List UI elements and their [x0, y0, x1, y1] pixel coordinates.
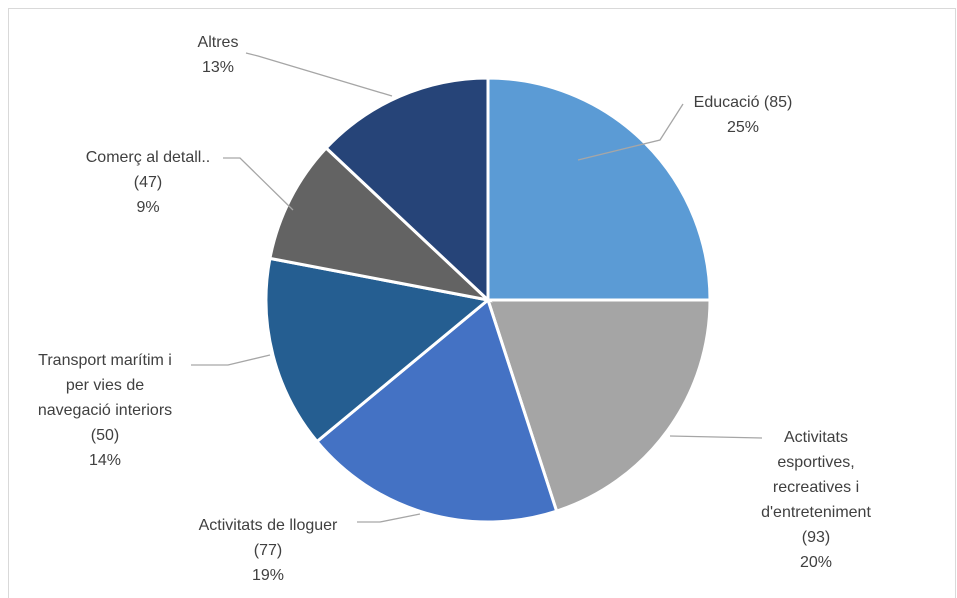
data-label-line: recreatives i: [773, 479, 859, 496]
pie-slice-2: [485, 298, 712, 514]
data-label-line: per vies de: [66, 377, 144, 394]
data-label-line: 14%: [89, 452, 121, 469]
leader-line-1: [577, 103, 684, 161]
data-label-line: navegació interiors: [38, 402, 172, 419]
data-label-4: Transport marítim i per vies de navegació …: [38, 352, 172, 469]
leader-line-3: [357, 513, 421, 523]
data-label-line: Activitats de lloguer: [199, 517, 338, 534]
data-label-line: 19%: [252, 567, 284, 580]
data-label-6: Altres 13%: [198, 34, 239, 76]
data-label-line: 9%: [136, 199, 159, 216]
data-label-5: Comerç al detall.. (47) 9%: [86, 149, 211, 216]
data-label-line: Comerç al detall..: [86, 149, 211, 166]
pie-slice-3: [314, 297, 559, 524]
data-label-line: (77): [254, 542, 282, 559]
data-label-line: Altres: [198, 34, 239, 51]
data-label-1: Educació (85) 25%: [694, 94, 793, 136]
leader-line-6: [245, 52, 393, 97]
leader-line-2: [669, 435, 763, 439]
data-label-line: Educació (85): [694, 94, 793, 111]
data-label-line: d'entreteniment: [761, 504, 871, 521]
leader-line-5: [223, 157, 294, 211]
chart-frame: [8, 8, 956, 598]
data-label-line: Transport marítim i: [38, 352, 172, 369]
data-label-line: (93): [802, 529, 830, 546]
pie-slice-4: [264, 256, 492, 444]
pie-slice-1: [486, 76, 712, 302]
pie-slice-6: [324, 76, 490, 304]
pie-slice-5: [268, 145, 493, 303]
data-label-line: (47): [134, 174, 162, 191]
data-label-line: esportives,: [777, 454, 854, 471]
data-label-line: Activitats: [784, 429, 848, 446]
data-label-line: 25%: [727, 119, 759, 136]
data-label-line: 13%: [202, 59, 234, 76]
leader-line-4: [191, 354, 271, 366]
data-label-line: 20%: [800, 554, 832, 571]
data-label-3: Activitats de lloguer (77) 19%: [199, 517, 338, 580]
pie-chart: Educació (85) 25% Activitats esportives, rec…: [38, 34, 872, 580]
data-label-2: Activitats esportives, recreatives i d'entr…: [761, 429, 871, 571]
data-label-line: (50): [91, 427, 119, 444]
chart-area: Educació (85) 25% Activitats esportives, rec…: [8, 8, 956, 598]
